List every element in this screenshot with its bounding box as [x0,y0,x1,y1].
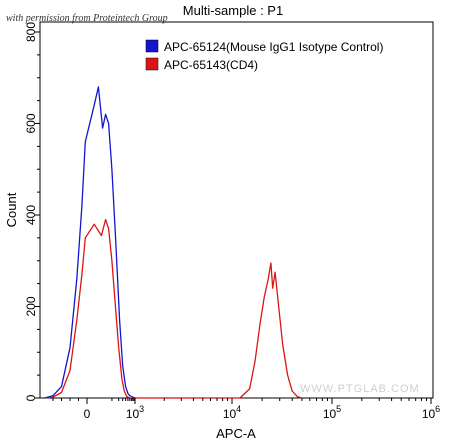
x-axis: 0 103 104 105 106 [52,398,440,421]
y-axis-label: Count [4,192,19,227]
legend: APC-65124(Mouse IgG1 Isotype Control) APC… [145,39,383,72]
y-tick-label: 800 [24,22,38,42]
y-tick-label: 200 [24,296,38,316]
legend-label: APC-65143(CD4) [164,58,258,72]
x-tick-label: 105 [323,404,341,421]
x-axis-label: APC-A [216,426,256,441]
permission-note: with permission from Proteintech Group [6,13,168,24]
legend-label: APC-65124(Mouse IgG1 Isotype Control) [164,40,383,54]
y-tick-label: 600 [24,113,38,133]
chart-title: Multi-sample : P1 [183,3,283,18]
series-layer [44,86,303,399]
x-tick-label: 103 [126,404,144,421]
legend-swatch [145,39,159,53]
y-axis: 0 200 400 600 800 [24,22,40,401]
series-line-cd4 [44,218,303,399]
x-tick-label: 104 [223,404,241,421]
plot-frame [39,21,434,399]
watermark: WWW.PTGLAB.COM [300,383,420,395]
series-line-isotype-control [44,86,136,399]
y-tick-label: 400 [24,205,38,225]
x-tick-label: 106 [422,404,440,421]
y-tick-label: 0 [24,394,38,401]
x-tick-label: 0 [84,407,91,421]
legend-swatch [145,57,159,71]
